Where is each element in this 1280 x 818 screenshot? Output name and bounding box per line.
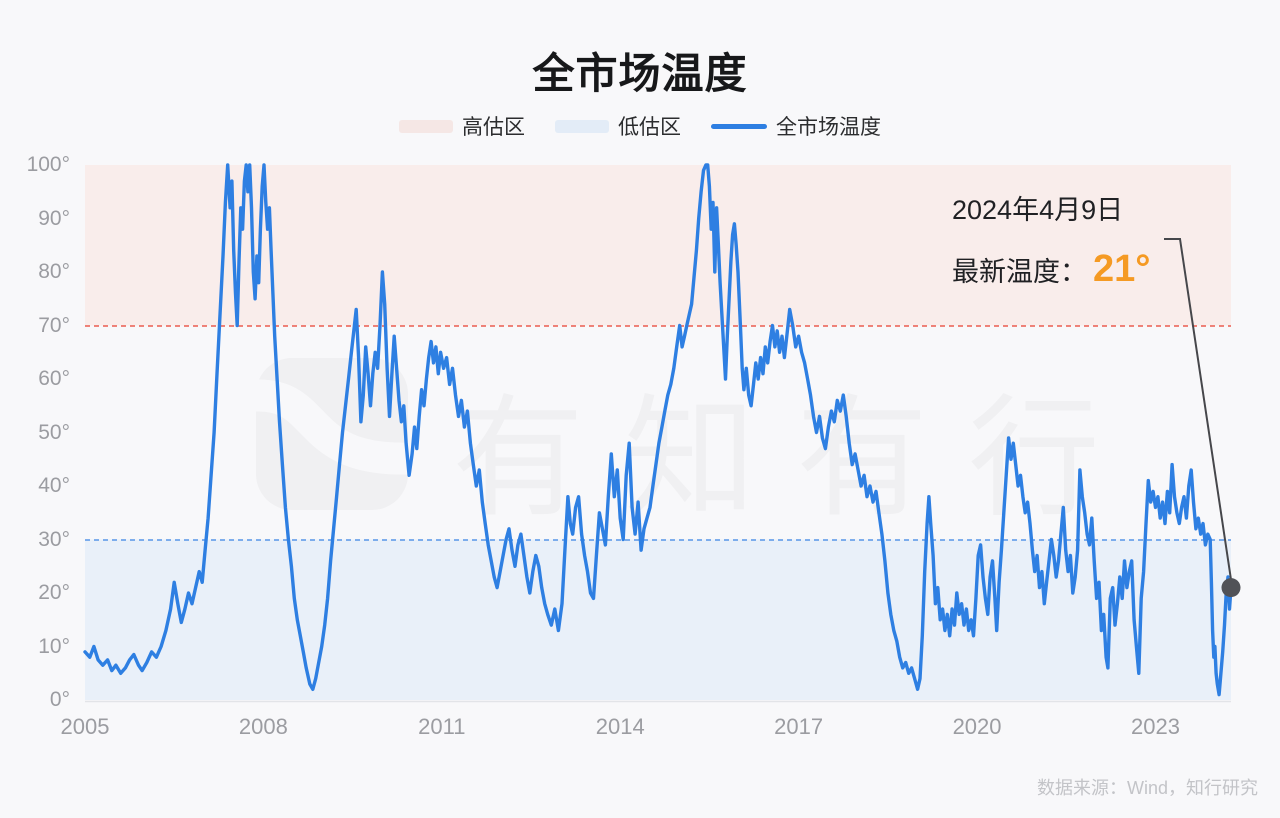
legend: 高估区 低估区 全市场温度 bbox=[0, 111, 1280, 141]
y-tick-label: 80° bbox=[38, 260, 70, 283]
legend-label-temperature: 全市场温度 bbox=[776, 116, 881, 139]
annotation-value: 21° bbox=[1093, 248, 1151, 290]
undervalued-band-swatch bbox=[555, 119, 609, 133]
annotation-latest-temperature: 最新温度： 21° bbox=[952, 248, 1150, 291]
x-tick-label: 2023 bbox=[1130, 714, 1180, 739]
y-tick-label: 50° bbox=[38, 420, 70, 444]
y-tick-label: 10° bbox=[38, 634, 70, 658]
x-tick-label: 2005 bbox=[60, 714, 110, 739]
y-tick-label: 100° bbox=[26, 153, 70, 176]
callout-line bbox=[1164, 238, 1232, 580]
y-tick-label: 60° bbox=[38, 367, 70, 390]
y-tick-label: 0° bbox=[49, 688, 70, 711]
legend-item-temperature-line: 全市场温度 bbox=[711, 111, 881, 141]
x-tick-label: 2008 bbox=[238, 714, 288, 739]
y-tick-label: 90° bbox=[38, 206, 70, 230]
y-tick-label: 20° bbox=[38, 581, 70, 604]
y-tick-label: 40° bbox=[38, 474, 70, 497]
x-tick-label: 2020 bbox=[952, 714, 1002, 739]
legend-item-overvalued: 高估区 bbox=[399, 111, 525, 141]
legend-item-undervalued: 低估区 bbox=[555, 111, 681, 141]
x-tick-label: 2014 bbox=[595, 714, 645, 739]
temperature-series-line bbox=[83, 163, 1233, 697]
page-title: 全市场温度 bbox=[532, 50, 748, 97]
annotation-date: 2024年4月9日 bbox=[952, 195, 1124, 225]
youzhiyouxing-logo-watermark bbox=[256, 358, 408, 510]
annotation-label: 最新温度： bbox=[952, 257, 1087, 287]
last-point-dot bbox=[1221, 578, 1241, 598]
undervalued-band bbox=[85, 539, 1231, 700]
temperature-line-swatch bbox=[711, 123, 767, 129]
overvalued-band-swatch bbox=[399, 119, 453, 133]
x-tick-label: 2017 bbox=[774, 714, 824, 739]
x-tick-label: 2011 bbox=[418, 714, 466, 739]
y-tick-label: 30° bbox=[38, 527, 70, 551]
data-source: 数据来源：Wind，知行研究 bbox=[1036, 778, 1258, 798]
y-tick-label: 70° bbox=[38, 313, 70, 337]
watermark-text: 有知有行 bbox=[452, 352, 1140, 543]
legend-label-overvalued: 高估区 bbox=[462, 116, 525, 139]
legend-label-undervalued: 低估区 bbox=[618, 116, 681, 139]
